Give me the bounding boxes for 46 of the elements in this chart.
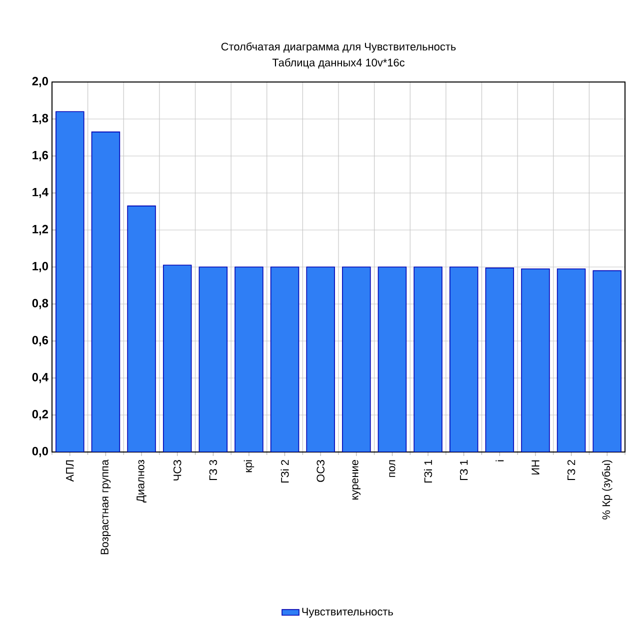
- bar: [306, 266, 335, 452]
- y-tick-label: 0,2: [32, 410, 48, 420]
- bar: [128, 206, 156, 452]
- bar: [342, 266, 370, 452]
- x-tick-label: кpi: [244, 460, 254, 472]
- chart-title: Столбчатая диаграмма для Чувствительность: [221, 42, 456, 53]
- x-tick-label: АПЛ: [66, 460, 74, 482]
- y-tick-label: 1,2: [32, 224, 48, 236]
- bar: [486, 268, 514, 452]
- y-tick-label: 1,8: [32, 114, 48, 124]
- x-tick-label: % Кр (зубы): [602, 460, 612, 520]
- bar: [592, 270, 622, 452]
- x-tick-label: ГЗ 1: [460, 460, 468, 480]
- bar: [56, 112, 84, 452]
- x-tick-label: ИН: [532, 460, 540, 474]
- x-tick-label: ЧСЗ: [173, 460, 182, 480]
- chart-subtitle: Таблица данных4 10v*16c: [272, 58, 405, 69]
- y-tick-label: 1,4: [32, 188, 48, 198]
- x-tick-label: ГЗi 1: [424, 460, 432, 482]
- bar: [557, 268, 586, 452]
- x-tick-label: ГЗi 2: [280, 460, 289, 482]
- x-tick-label: Диалноз: [136, 460, 146, 503]
- x-tick-label: ГЗ 3: [209, 460, 218, 480]
- y-tick-label: 1,6: [32, 150, 48, 162]
- x-tick-label: Возрастная группа: [100, 460, 111, 554]
- bar: [522, 268, 550, 452]
- bar: [270, 266, 299, 452]
- y-tick-label: 2,0: [32, 76, 48, 88]
- y-tick-label: 0,8: [32, 298, 48, 310]
- bar: [199, 266, 228, 452]
- bar: [378, 266, 406, 452]
- y-tick-label: 1,0: [32, 262, 48, 272]
- bar: [163, 265, 192, 452]
- bar: [92, 132, 120, 452]
- y-tick-label: 0,6: [32, 336, 48, 346]
- x-tick-label: пол: [389, 460, 396, 477]
- x-tick-label: i: [496, 460, 504, 462]
- legend-label: Чувствительность: [302, 608, 393, 618]
- x-tick-label: ОСЗ: [316, 460, 324, 482]
- y-tick-label: 0,0: [32, 446, 48, 458]
- bar: [414, 266, 442, 452]
- x-tick-label: курение: [352, 460, 360, 500]
- y-tick-label: 0,4: [32, 372, 48, 384]
- bar: [450, 266, 478, 452]
- x-tick-label: ГЗ 2: [567, 460, 576, 480]
- bar: [235, 266, 263, 452]
